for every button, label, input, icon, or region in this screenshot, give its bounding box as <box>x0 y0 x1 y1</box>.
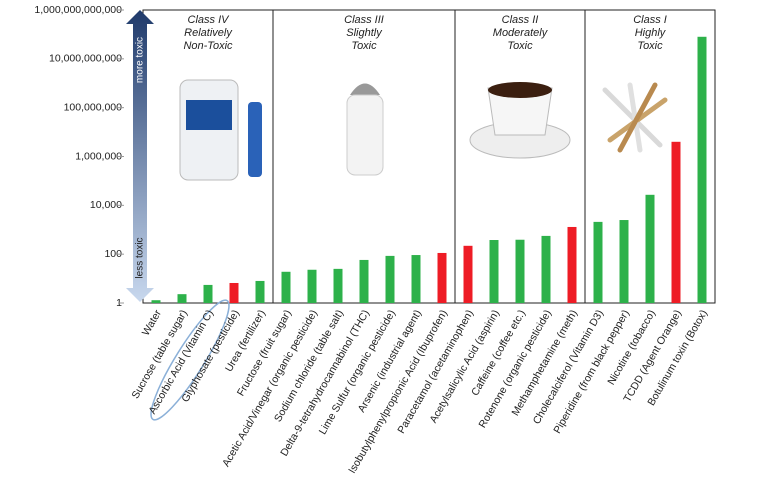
class-label: Relatively <box>184 27 233 39</box>
less-toxic-label: less toxic <box>135 237 146 278</box>
class-label: Non-Toxic <box>183 40 233 52</box>
class-label: Class II <box>502 14 539 26</box>
bar <box>229 282 239 303</box>
class-label: Toxic <box>351 40 377 52</box>
bar <box>333 268 343 303</box>
y-tick-label: 1,000,000 <box>75 150 122 162</box>
cigarettes-icon <box>602 82 668 153</box>
roundup-icon <box>179 79 262 181</box>
bar <box>541 235 551 303</box>
bar <box>255 280 265 303</box>
class-label: Moderately <box>493 27 549 39</box>
y-tick-label: 1,000,000,000,000 <box>34 4 122 16</box>
bar <box>281 271 291 303</box>
class-label: Slightly <box>346 27 383 39</box>
bar <box>489 240 499 303</box>
bar <box>203 284 213 303</box>
bar <box>671 141 681 303</box>
toxicity-arrow <box>126 10 154 302</box>
bar <box>567 226 577 303</box>
x-tick-label: Water <box>140 307 164 337</box>
bar <box>411 255 421 303</box>
y-tick-label: 10,000,000,000 <box>49 53 122 65</box>
more-toxic-label: more toxic <box>135 37 146 83</box>
bar <box>697 36 707 303</box>
y-tick-label: 10,000 <box>90 199 122 211</box>
bar <box>437 252 447 303</box>
bar <box>307 269 317 303</box>
bar <box>385 255 395 303</box>
y-tick-label: 100,000,000 <box>64 101 123 113</box>
class-label: Toxic <box>637 40 663 52</box>
coffee-icon <box>469 82 571 159</box>
y-tick-label: 100 <box>104 248 122 260</box>
class-label: Toxic <box>507 40 533 52</box>
salt-shaker-icon <box>346 83 384 176</box>
bar <box>515 239 525 303</box>
bar <box>645 194 655 303</box>
bar <box>619 220 629 303</box>
class-label: Highly <box>635 27 667 39</box>
class-label: Class III <box>344 14 384 26</box>
bar <box>463 245 473 303</box>
bar <box>151 300 161 303</box>
bar <box>177 294 187 303</box>
class-label: Class I <box>633 14 667 26</box>
highlight-ellipse <box>150 299 230 421</box>
bar <box>593 221 603 303</box>
class-label: Class IV <box>188 14 231 26</box>
bar <box>359 259 369 303</box>
